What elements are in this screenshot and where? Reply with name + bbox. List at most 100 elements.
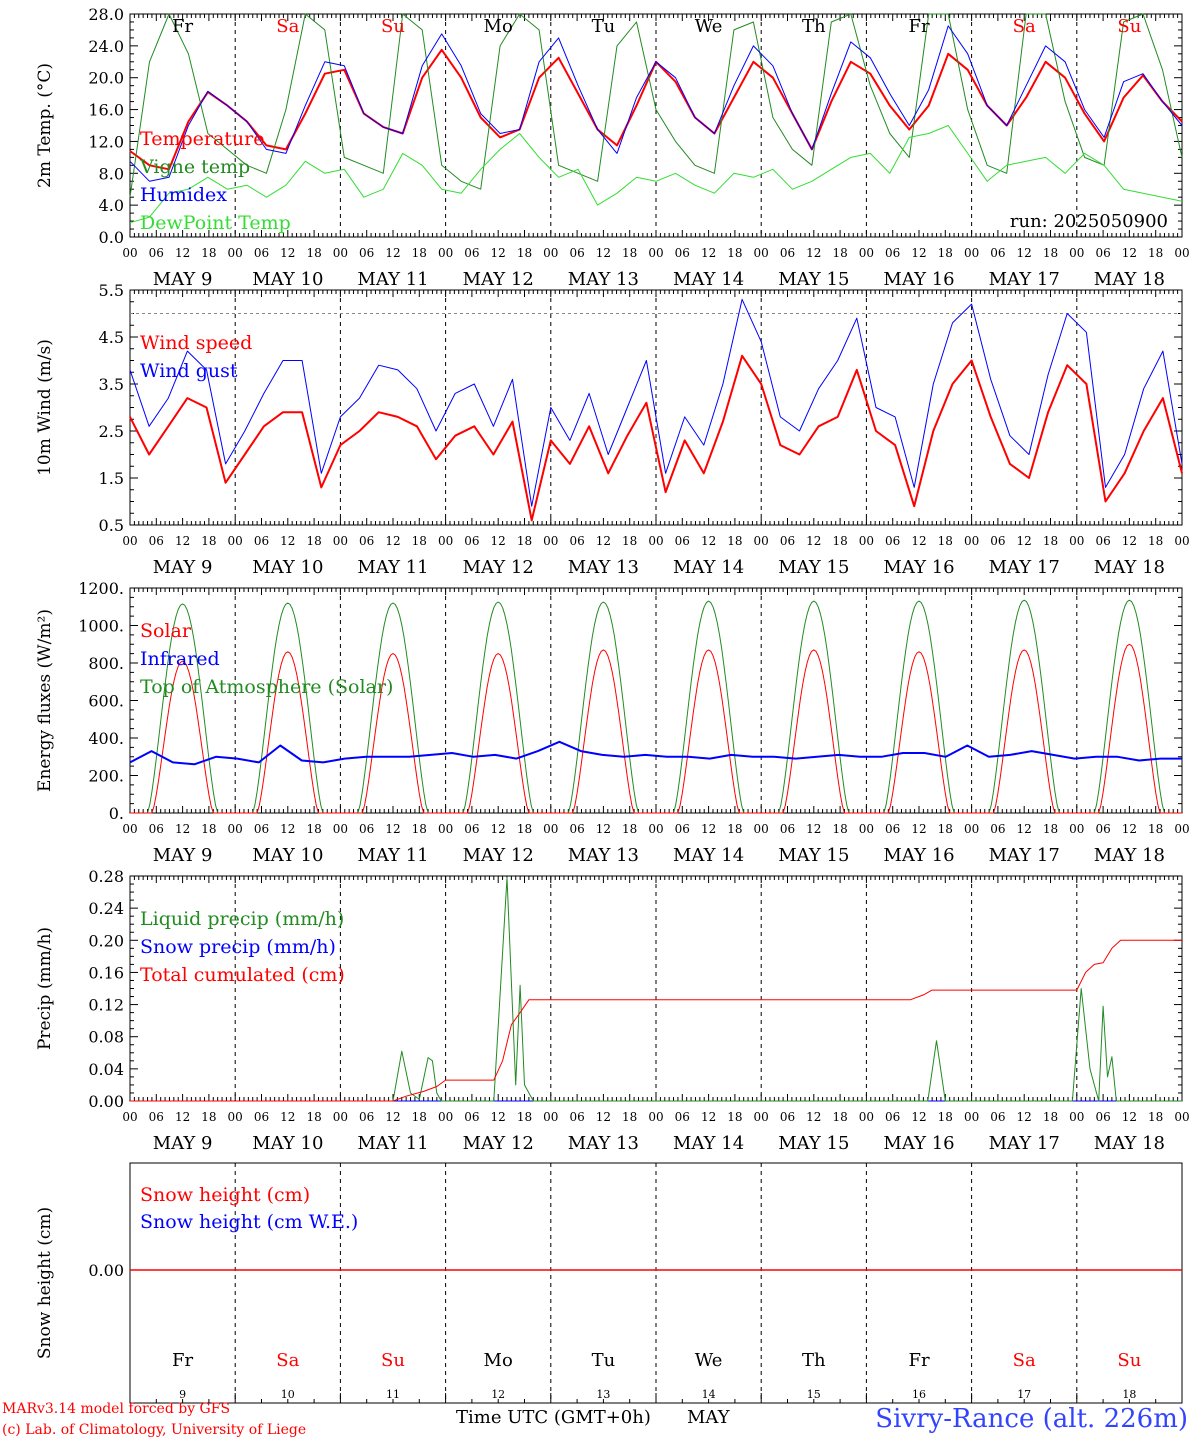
temp-day-label: MAY 15 [778, 269, 849, 290]
temp-hour-tick-label: 00 [964, 246, 979, 260]
precip-day-label: MAY 17 [989, 1133, 1060, 1154]
precip-hour-tick-label: 00 [754, 1110, 769, 1124]
energy-hour-tick-label: 18 [1148, 822, 1163, 836]
energy-hour-tick-label: 18 [727, 822, 742, 836]
snow-y-tick-label: 0.00 [88, 1261, 124, 1280]
energy-y-axis-label: Energy fluxes (W/m²) [35, 609, 55, 792]
wind-hour-tick-label: 06 [569, 534, 584, 548]
temp-hour-tick-label: 12 [280, 246, 295, 260]
temp-hour-tick-label: 18 [1043, 246, 1058, 260]
snow-weekday-label: Fr [908, 1350, 929, 1371]
snow-weekday-label: Tu [592, 1350, 616, 1371]
temp-y-tick-label: 16.0 [88, 101, 124, 120]
precip-day-label: MAY 16 [883, 1133, 954, 1154]
temp-hour-tick-label: 18 [832, 246, 847, 260]
precip-hour-tick-label: 18 [517, 1110, 532, 1124]
energy-hour-tick-label: 06 [990, 822, 1005, 836]
energy-day-label: MAY 13 [568, 845, 639, 866]
wind-hour-tick-label: 00 [754, 534, 769, 548]
energy-hour-tick-label: 18 [938, 822, 953, 836]
precip-y-tick-label: 0.24 [88, 899, 124, 918]
snow-day-number: 14 [702, 1388, 716, 1401]
snow-day-number: 18 [1122, 1388, 1136, 1401]
temp-hour-tick-label: 06 [780, 246, 795, 260]
precip-y-tick-label: 0.12 [88, 996, 124, 1015]
temp-y-tick-label: 4.0 [99, 196, 124, 215]
precip-hour-tick-label: 06 [254, 1110, 269, 1124]
temp-hour-tick-label: 12 [596, 246, 611, 260]
wind-y-tick-label: 4.5 [99, 328, 124, 347]
precip-hour-tick-label: 18 [622, 1110, 637, 1124]
month-label: MAY [687, 1407, 731, 1428]
temp-y-tick-label: 8.0 [99, 164, 124, 183]
wind-day-label: MAY 16 [883, 557, 954, 578]
energy-hour-tick-label: 06 [359, 822, 374, 836]
wind-day-label: MAY 10 [252, 557, 323, 578]
precip-hour-tick-label: 12 [280, 1110, 295, 1124]
temp-hour-tick-label: 12 [806, 246, 821, 260]
wind-hour-tick-label: 12 [1017, 534, 1032, 548]
temp-hour-tick-label: 00 [228, 246, 243, 260]
energy-hour-tick-label: 12 [175, 822, 190, 836]
energy-hour-tick-label: 12 [491, 822, 506, 836]
wind-hour-tick-label: 18 [306, 534, 321, 548]
precip-hour-tick-label: 12 [701, 1110, 716, 1124]
snow-weekday-label: Sa [276, 1350, 299, 1371]
precip-hour-tick-label: 00 [122, 1110, 137, 1124]
wind-y-tick-label: 3.5 [99, 375, 124, 394]
temp-hour-tick-label: 06 [885, 246, 900, 260]
precip-y-tick-label: 0.16 [88, 963, 124, 982]
footer: MARv3.14 model forced by GFS (c) Lab. of… [2, 1401, 1188, 1438]
precip-hour-tick-label: 06 [464, 1110, 479, 1124]
temp-day-label: MAY 16 [883, 269, 954, 290]
precip-hour-tick-label: 12 [1017, 1110, 1032, 1124]
energy-hour-tick-label: 12 [911, 822, 926, 836]
precip-hour-tick-label: 00 [964, 1110, 979, 1124]
energy-hour-tick-label: 18 [622, 822, 637, 836]
temp-y-tick-label: 12.0 [88, 132, 124, 151]
wind-hour-tick-label: 06 [675, 534, 690, 548]
wind-hour-tick-label: 18 [517, 534, 532, 548]
wind-hour-tick-label: 00 [228, 534, 243, 548]
wind-hour-tick-label: 12 [911, 534, 926, 548]
wind-hour-tick-label: 12 [175, 534, 190, 548]
temp-hour-tick-label: 12 [701, 246, 716, 260]
temp-day-label: MAY 11 [357, 269, 428, 290]
temp-legend-vigne-temp: Vigne temp [139, 156, 250, 178]
snow-legend-snow-height-cm: Snow height (cm) [140, 1184, 310, 1206]
energy-hour-tick-label: 12 [1017, 822, 1032, 836]
temp-hour-tick-label: 18 [1148, 246, 1163, 260]
precip-day-label: MAY 14 [673, 1133, 744, 1154]
temp-hour-tick-label: 06 [1095, 246, 1110, 260]
precipitation-panel: 0.00 0.04 0.08 0.12 0.16 0.20 0.24 0.28 Precip (… [35, 867, 1190, 1154]
precip-day-label: MAY 10 [252, 1133, 323, 1154]
energy-hour-tick-label: 12 [596, 822, 611, 836]
temp-hour-tick-label: 00 [122, 246, 137, 260]
temp-day-label: MAY 13 [568, 269, 639, 290]
temp-hour-tick-label: 06 [569, 246, 584, 260]
precip-hour-tick-label: 12 [175, 1110, 190, 1124]
precip-hour-tick-label: 18 [306, 1110, 321, 1124]
precip-y-tick-label: 0.04 [88, 1060, 124, 1079]
snow-y-axis-label: Snow height (cm) [35, 1207, 55, 1359]
temp-hour-tick-label: 18 [938, 246, 953, 260]
wind-y-tick-label: 5.5 [99, 281, 124, 300]
wind-day-label: MAY 14 [673, 557, 744, 578]
snow-weekday-label: Sa [1013, 1350, 1036, 1371]
energy-hour-tick-label: 00 [1174, 822, 1189, 836]
precip-y-tick-label: 0.08 [88, 1028, 124, 1047]
energy-y-tick-label: 800. [88, 654, 124, 673]
wind-hour-tick-label: 06 [780, 534, 795, 548]
wind-y-axis-label: 10m Wind (m/s) [35, 339, 55, 476]
snow-weekday-label: Th [802, 1350, 826, 1371]
precip-hour-tick-label: 18 [1043, 1110, 1058, 1124]
energy-hour-tick-label: 12 [1122, 822, 1137, 836]
precip-day-label: MAY 13 [568, 1133, 639, 1154]
precip-day-label: MAY 15 [778, 1133, 849, 1154]
snow-day-number: 11 [386, 1388, 400, 1401]
wind-hour-tick-label: 18 [1043, 534, 1058, 548]
precip-series-liquid-precip-mm-h [130, 877, 1182, 1102]
energy-day-label: MAY 12 [463, 845, 534, 866]
temp-day-label: MAY 9 [153, 269, 213, 290]
precip-day-label: MAY 12 [463, 1133, 534, 1154]
